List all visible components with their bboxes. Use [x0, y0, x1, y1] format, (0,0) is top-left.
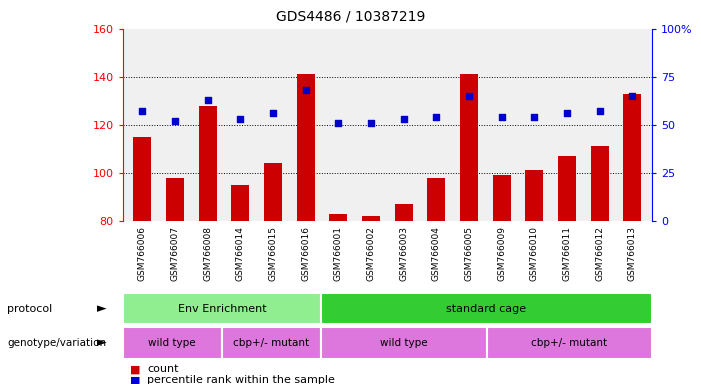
Bar — [222, 327, 321, 359]
Point — [365, 120, 376, 126]
Text: GSM766001: GSM766001 — [334, 226, 343, 281]
Text: ►: ► — [97, 302, 107, 315]
Bar — [123, 327, 222, 359]
Bar — [297, 74, 315, 221]
Point — [463, 93, 475, 99]
Bar — [362, 216, 380, 221]
Point — [137, 108, 148, 114]
Text: GSM766002: GSM766002 — [367, 226, 376, 281]
Point — [267, 110, 278, 116]
Text: percentile rank within the sample: percentile rank within the sample — [147, 375, 335, 384]
Bar — [395, 204, 413, 221]
Point — [496, 114, 508, 120]
Bar — [591, 146, 608, 221]
Text: count: count — [147, 364, 179, 374]
Bar — [486, 327, 652, 359]
Point — [300, 87, 311, 93]
Bar — [525, 170, 543, 221]
Bar — [321, 293, 652, 324]
Bar — [329, 214, 347, 221]
Text: GSM766006: GSM766006 — [138, 226, 147, 281]
Point — [430, 114, 442, 120]
Point — [170, 118, 181, 124]
Bar — [133, 137, 151, 221]
Text: wild type: wild type — [149, 338, 196, 348]
Text: cbp+/- mutant: cbp+/- mutant — [531, 338, 607, 348]
Text: Env Enrichment: Env Enrichment — [177, 303, 266, 314]
Text: standard cage: standard cage — [447, 303, 526, 314]
Text: cbp+/- mutant: cbp+/- mutant — [233, 338, 310, 348]
Bar — [460, 74, 478, 221]
Text: GSM766014: GSM766014 — [236, 226, 245, 281]
Text: GSM766012: GSM766012 — [595, 226, 604, 281]
Point — [333, 120, 344, 126]
Text: protocol: protocol — [7, 303, 53, 314]
Text: genotype/variation: genotype/variation — [7, 338, 106, 348]
Point — [202, 97, 213, 103]
Bar — [264, 163, 282, 221]
Text: GSM766004: GSM766004 — [432, 226, 441, 281]
Text: GDS4486 / 10387219: GDS4486 / 10387219 — [275, 10, 426, 23]
Bar — [166, 177, 184, 221]
Text: wild type: wild type — [380, 338, 428, 348]
Text: GSM766009: GSM766009 — [497, 226, 506, 281]
Text: GSM766010: GSM766010 — [530, 226, 539, 281]
Text: ■: ■ — [130, 364, 140, 374]
Point — [529, 114, 540, 120]
Text: GSM766008: GSM766008 — [203, 226, 212, 281]
Text: GSM766007: GSM766007 — [170, 226, 179, 281]
Bar — [321, 327, 486, 359]
Bar — [231, 185, 250, 221]
Bar — [493, 175, 510, 221]
Text: GSM766016: GSM766016 — [301, 226, 310, 281]
Bar — [198, 106, 217, 221]
Bar — [123, 293, 321, 324]
Point — [562, 110, 573, 116]
Text: GSM766011: GSM766011 — [562, 226, 571, 281]
Text: GSM766015: GSM766015 — [268, 226, 278, 281]
Bar — [558, 156, 576, 221]
Point — [398, 116, 409, 122]
Text: GSM766003: GSM766003 — [399, 226, 408, 281]
Point — [627, 93, 638, 99]
Text: GSM766005: GSM766005 — [465, 226, 473, 281]
Bar — [623, 94, 641, 221]
Text: ►: ► — [97, 337, 107, 349]
Point — [235, 116, 246, 122]
Text: GSM766013: GSM766013 — [628, 226, 637, 281]
Point — [594, 108, 605, 114]
Bar — [428, 177, 445, 221]
Text: ■: ■ — [130, 375, 140, 384]
